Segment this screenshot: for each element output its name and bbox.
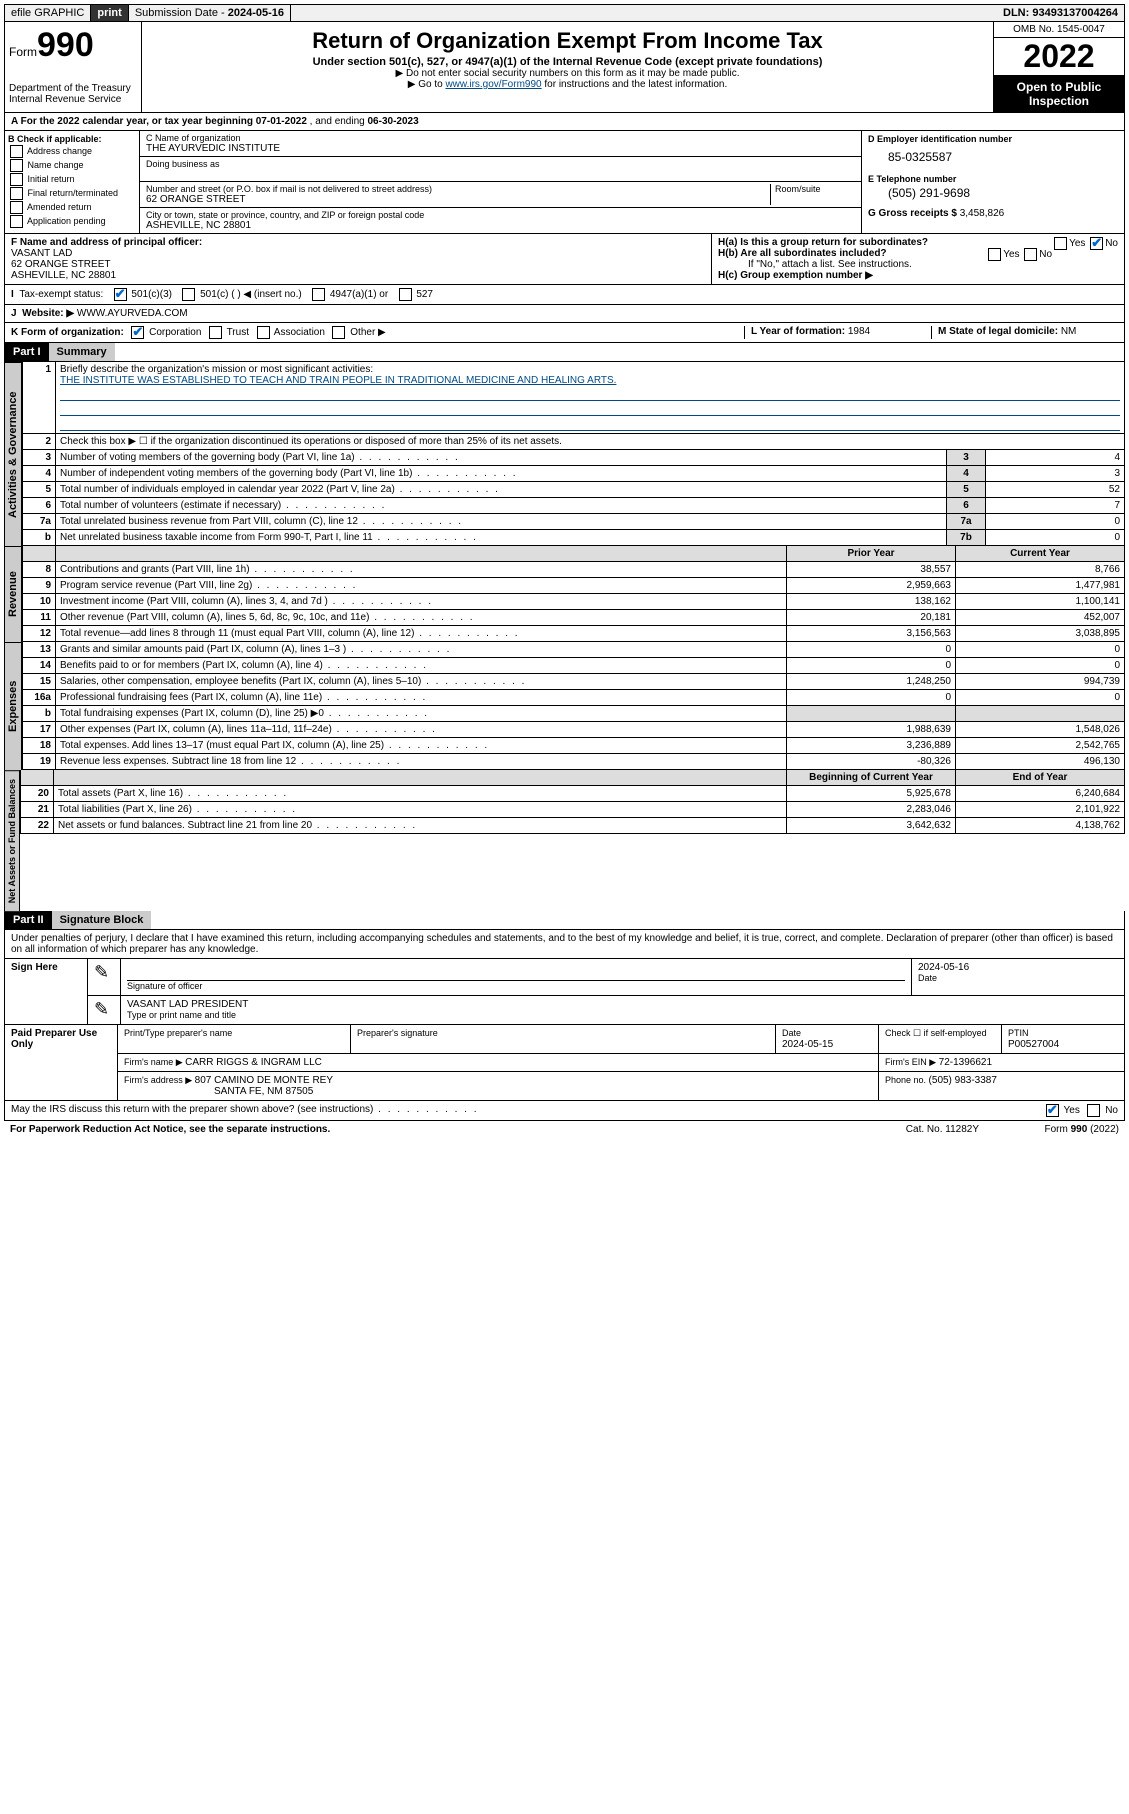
efile-label: efile GRAPHIC [5,5,91,21]
section-fh: F Name and address of principal officer:… [4,234,1125,285]
line-klm: K Form of organization: Corporation Trus… [4,323,1125,343]
chk-pending[interactable]: Application pending [8,215,136,228]
chk-final[interactable]: Final return/terminated [8,187,136,200]
part2-header: Part IISignature Block [4,911,1125,930]
irs-link[interactable]: www.irs.gov/Form990 [445,79,541,90]
line-i: I Tax-exempt status: 501(c)(3) 501(c) ( … [4,285,1125,305]
col-h: H(a) Is this a group return for subordin… [711,234,1124,284]
part1-header: Part ISummary [4,343,1125,362]
section-netassets: Net Assets or Fund Balances Beginning of… [4,770,1125,911]
section-revenue: Revenue Prior Year Current Year 8Contrib… [4,546,1125,642]
col-f: F Name and address of principal officer:… [5,234,711,284]
year-box: OMB No. 1545-0047 2022 Open to Public In… [993,22,1124,112]
chk-amended[interactable]: Amended return [8,201,136,214]
print-button[interactable]: print [91,5,128,21]
line-j: J Website: ▶ WWW.AYURVEDA.COM [4,305,1125,323]
section-bcd: B Check if applicable: Address change Na… [4,131,1125,234]
footer: For Paperwork Reduction Act Notice, see … [4,1121,1125,1138]
penalties-text: Under penalties of perjury, I declare th… [4,930,1125,959]
line-a: A For the 2022 calendar year, or tax yea… [4,113,1125,131]
chk-initial[interactable]: Initial return [8,173,136,186]
col-c: C Name of organizationTHE AYURVEDIC INST… [140,131,861,233]
submission-date: Submission Date - 2024-05-16 [129,5,291,21]
chk-address[interactable]: Address change [8,145,136,158]
form-number-box: Form990 Department of the Treasury Inter… [5,22,142,112]
col-deg: D Employer identification number 85-0325… [861,131,1124,233]
chk-name[interactable]: Name change [8,159,136,172]
form-title: Return of Organization Exempt From Incom… [150,28,985,54]
col-b: B Check if applicable: Address change Na… [5,131,140,233]
title-box: Return of Organization Exempt From Incom… [142,22,993,112]
section-expenses: Expenses 13Grants and similar amounts pa… [4,642,1125,770]
dln: DLN: 93493137004264 [997,5,1124,21]
top-bar: efile GRAPHIC print Submission Date - 20… [4,4,1125,22]
form-header: Form990 Department of the Treasury Inter… [4,22,1125,113]
discuss-line: May the IRS discuss this return with the… [4,1101,1125,1121]
paid-preparer-block: Paid Preparer Use Only Print/Type prepar… [4,1025,1125,1101]
section-governance: Activities & Governance 1 Briefly descri… [4,362,1125,546]
sign-here-block: Sign Here ✎ Signature of officer 2024-05… [4,959,1125,1025]
